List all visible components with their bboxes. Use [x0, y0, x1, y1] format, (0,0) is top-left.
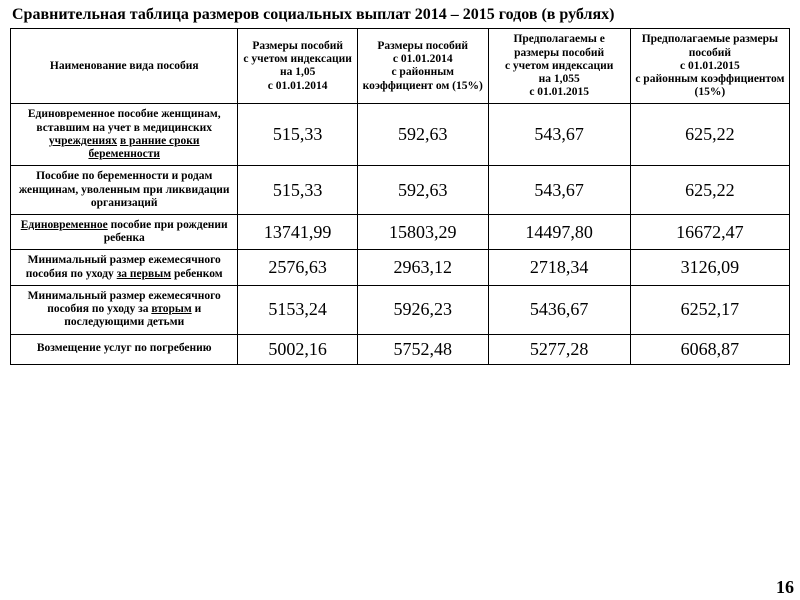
cell-value: 543,67 — [488, 166, 630, 215]
cell-value: 3126,09 — [630, 250, 789, 285]
row-name: Возмещение услуг по погребению — [11, 334, 238, 364]
table-row: Единовременное пособие женщинам, вставши… — [11, 104, 790, 166]
cell-value: 2718,34 — [488, 250, 630, 285]
cell-value: 543,67 — [488, 104, 630, 166]
col-header-name: Наименование вида пособия — [11, 29, 238, 104]
row-name: Единовременное пособие при рождении ребе… — [11, 215, 238, 250]
cell-value: 5277,28 — [488, 334, 630, 364]
cell-value: 2963,12 — [357, 250, 488, 285]
page-number: 16 — [776, 577, 794, 598]
row-name: Пособие по беременности и родам женщинам… — [11, 166, 238, 215]
table-row: Минимальный размер ежемесячного пособия … — [11, 285, 790, 334]
cell-value: 5436,67 — [488, 285, 630, 334]
cell-value: 5926,23 — [357, 285, 488, 334]
cell-value: 5752,48 — [357, 334, 488, 364]
cell-value: 14497,80 — [488, 215, 630, 250]
cell-value: 13741,99 — [238, 215, 357, 250]
table-row: Единовременное пособие при рождении ребе… — [11, 215, 790, 250]
cell-value: 6068,87 — [630, 334, 789, 364]
table-row: Минимальный размер ежемесячного пособия … — [11, 250, 790, 285]
col-header-2014-index: Размеры пособийс учетом индексациина 1,0… — [238, 29, 357, 104]
table-row: Возмещение услуг по погребению 5002,16 5… — [11, 334, 790, 364]
cell-value: 515,33 — [238, 104, 357, 166]
table-header-row: Наименование вида пособия Размеры пособи… — [11, 29, 790, 104]
cell-value: 5002,16 — [238, 334, 357, 364]
page-title: Сравнительная таблица размеров социальны… — [12, 6, 790, 24]
cell-value: 592,63 — [357, 166, 488, 215]
cell-value: 5153,24 — [238, 285, 357, 334]
cell-value: 15803,29 — [357, 215, 488, 250]
row-name: Минимальный размер ежемесячного пособия … — [11, 250, 238, 285]
col-header-2014-regional: Размеры пособийс 01.01.2014с районным ко… — [357, 29, 488, 104]
table-body: Единовременное пособие женщинам, вставши… — [11, 104, 790, 364]
col-header-2015-index: Предполагаемы е размеры пособийс учетом … — [488, 29, 630, 104]
cell-value: 6252,17 — [630, 285, 789, 334]
cell-value: 625,22 — [630, 104, 789, 166]
cell-value: 2576,63 — [238, 250, 357, 285]
table-row: Пособие по беременности и родам женщинам… — [11, 166, 790, 215]
col-header-2015-regional: Предполагаемые размеры пособийс 01.01.20… — [630, 29, 789, 104]
page: Сравнительная таблица размеров социальны… — [0, 0, 800, 600]
cell-value: 515,33 — [238, 166, 357, 215]
row-name: Единовременное пособие женщинам, вставши… — [11, 104, 238, 166]
cell-value: 16672,47 — [630, 215, 789, 250]
row-name: Минимальный размер ежемесячного пособия … — [11, 285, 238, 334]
comparison-table: Наименование вида пособия Размеры пособи… — [10, 28, 790, 364]
cell-value: 592,63 — [357, 104, 488, 166]
cell-value: 625,22 — [630, 166, 789, 215]
